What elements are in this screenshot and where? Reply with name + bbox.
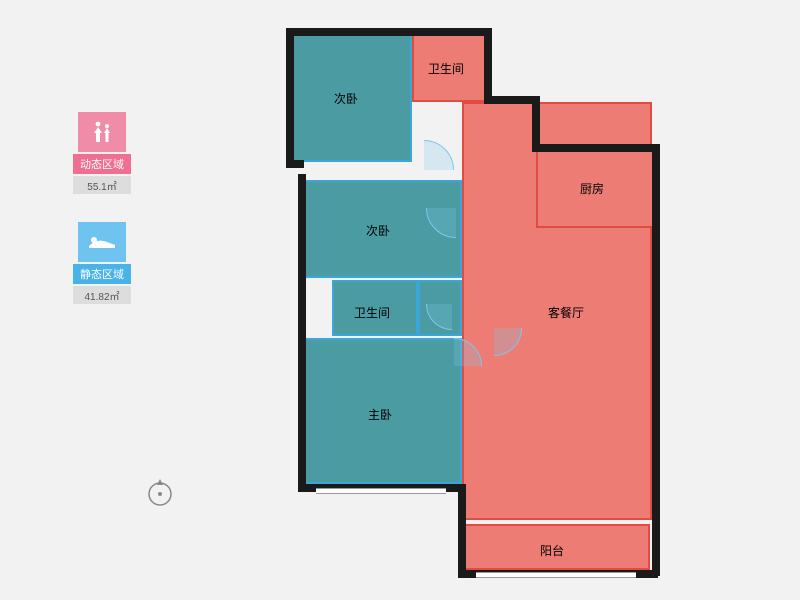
rest-icon [78,222,126,262]
room-balcony [462,524,650,570]
wall-9 [652,144,660,228]
room-kitchen [536,150,656,228]
room-bath1 [412,34,486,102]
legend-static-label: 静态区域 [73,264,131,284]
floorplan: 客餐厅次卧卫生间次卧卫生间主卧厨房阳台 [276,20,676,580]
wall-12 [532,96,540,150]
people-svg [89,120,115,144]
wall-5 [458,484,466,576]
wall-0 [286,28,492,36]
window-0 [316,488,446,494]
wall-2 [286,160,304,168]
wall-10 [484,28,492,102]
room-bedroom2a [292,34,412,162]
legend-static: 静态区域 41.82㎡ [72,222,132,304]
legend-dynamic-value: 55.1㎡ [73,176,131,194]
wall-7 [652,224,660,576]
legend-panel: 动态区域 55.1㎡ 静态区域 41.82㎡ [72,112,132,332]
wall-11 [484,96,538,104]
wall-8 [532,144,660,152]
compass-icon [144,476,176,508]
window-1 [476,572,636,578]
legend-dynamic: 动态区域 55.1㎡ [72,112,132,194]
wall-1 [286,28,294,166]
people-icon [78,112,126,152]
legend-static-value: 41.82㎡ [73,286,131,304]
room-master [304,338,462,484]
wall-3 [298,174,306,490]
rest-svg [87,232,117,252]
room-bath2 [332,280,418,336]
legend-dynamic-label: 动态区域 [73,154,131,174]
